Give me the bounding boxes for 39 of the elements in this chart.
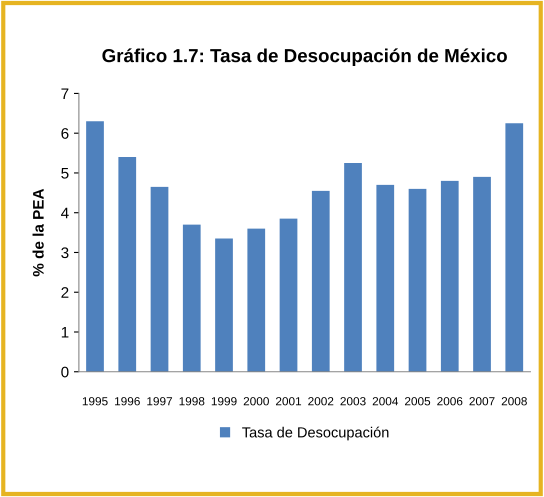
legend-label: Tasa de Desocupación xyxy=(242,426,388,440)
bar xyxy=(280,218,298,372)
bar xyxy=(440,180,459,372)
x-tick-label: 2006 xyxy=(437,397,462,406)
y-tick-label: 7 xyxy=(61,88,68,99)
bar xyxy=(312,190,330,372)
x-tick-label: 1997 xyxy=(147,397,172,406)
bar xyxy=(150,186,168,372)
y-tick-label: 2 xyxy=(61,287,68,298)
x-tick-label: 1996 xyxy=(115,397,140,406)
bar xyxy=(118,157,136,372)
chart-title: Gráfico 1.7: Tasa de Desocupación de México xyxy=(102,48,507,66)
y-tick-label: 1 xyxy=(62,327,68,338)
y-tick-label: 6 xyxy=(61,128,68,139)
y-tick-label: 4 xyxy=(61,208,69,218)
x-tick-label: 2007 xyxy=(469,397,495,406)
x-tick-label: 2001 xyxy=(276,397,302,406)
bar xyxy=(408,188,426,372)
x-tick-label: 2008 xyxy=(502,397,527,406)
y-tick-label: 5 xyxy=(61,168,69,179)
x-tick-label: 2002 xyxy=(308,397,334,406)
y-axis-title: % de la PEA xyxy=(32,188,44,276)
bar xyxy=(215,238,233,372)
x-tick-label: 2005 xyxy=(404,397,430,406)
bar xyxy=(376,184,394,372)
x-tick-label: 2003 xyxy=(340,397,366,406)
x-tick-label: 1999 xyxy=(212,397,237,406)
bar xyxy=(86,121,104,372)
bar xyxy=(247,228,266,372)
x-tick-label: 2000 xyxy=(244,397,269,406)
y-tick-label: 3 xyxy=(61,247,68,258)
x-tick-label: 1995 xyxy=(82,397,108,406)
x-tick-label: 1998 xyxy=(180,397,204,406)
y-tick-label: 0 xyxy=(61,366,69,378)
bar xyxy=(473,176,491,372)
x-tick-label: 2004 xyxy=(372,397,398,406)
bar xyxy=(182,224,201,372)
bar xyxy=(505,123,524,372)
bar xyxy=(344,163,362,372)
